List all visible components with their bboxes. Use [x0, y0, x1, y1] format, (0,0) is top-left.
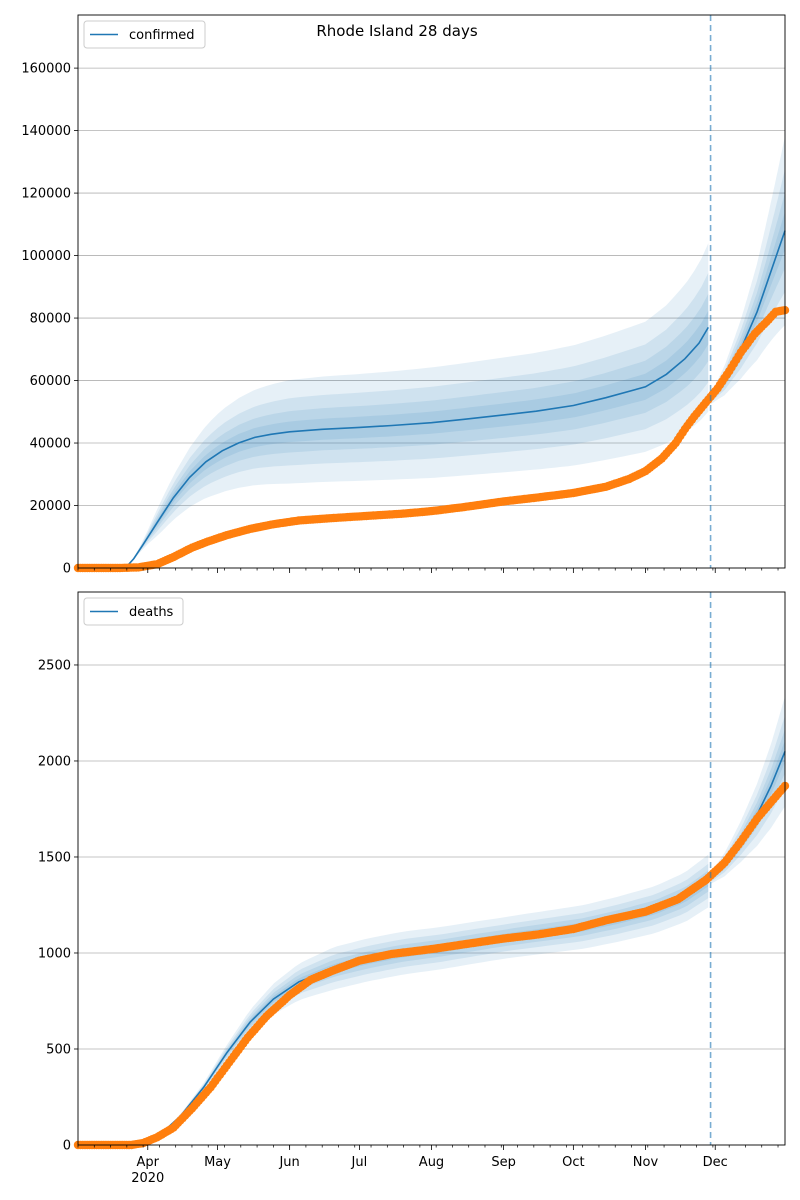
- y-tick-label: 0: [63, 1139, 71, 1154]
- y-tick-label: 20000: [30, 499, 71, 514]
- deaths-panel: 0 500 1000 1500 2000 2500 Apr May Jun Jul Aug Sep Oc…: [38, 591, 790, 1186]
- x-tick-label: May: [204, 1155, 231, 1170]
- uncertainty-band: [78, 272, 709, 568]
- legend-box: [83, 597, 184, 626]
- y-tick-label: 160000: [21, 62, 71, 77]
- legend: confirmed: [83, 20, 206, 49]
- y-tick-label: 40000: [30, 437, 71, 452]
- uncertainty-band: [78, 863, 709, 1145]
- legend-box: [83, 20, 206, 49]
- y-tick-label: 1000: [38, 946, 71, 961]
- x-tick-label: Jul: [351, 1155, 368, 1170]
- x-tick-label: Jun: [278, 1155, 299, 1170]
- uncertainty-band: [710, 192, 785, 402]
- x-axis: Apr May Jun Jul Aug Sep Oct Nov Dec 2020: [77, 1145, 779, 1186]
- x-tick-label: Oct: [562, 1155, 584, 1170]
- y-tick-label: 1500: [38, 850, 71, 865]
- x-tick-label: Dec: [703, 1155, 728, 1170]
- x-tick-label: Apr: [137, 1155, 160, 1170]
- uncertainty-band: [78, 293, 709, 568]
- y-tick-label: 80000: [30, 312, 71, 327]
- axes-frame: [77, 591, 786, 1146]
- uncertainty-band: [78, 854, 709, 1145]
- confirmed-panel: 0 20000 40000 60000 80000 100000 120000 140000 1…: [21, 14, 790, 577]
- x-tick-label: Nov: [633, 1155, 659, 1170]
- y-tick-label: 140000: [21, 124, 71, 139]
- x-axis: [77, 568, 779, 573]
- y-tick-label: 500: [46, 1042, 71, 1057]
- uncertainty-band: [710, 136, 785, 405]
- model-line: [78, 326, 709, 569]
- uncertainty-band: [710, 169, 785, 403]
- y-tick-label: 120000: [21, 187, 71, 202]
- uncertainty-band: [78, 243, 709, 568]
- y-tick-label: 60000: [30, 374, 71, 389]
- uncertainty-band: [78, 870, 709, 1145]
- observed-series: [73, 781, 790, 1150]
- x-tick-label: Sep: [491, 1155, 516, 1170]
- legend-label: confirmed: [129, 28, 195, 43]
- legend-label: deaths: [129, 605, 174, 620]
- x-year-label: 2020: [131, 1171, 164, 1186]
- x-tick-label: Aug: [419, 1155, 444, 1170]
- y-tick-label: 2000: [38, 754, 71, 769]
- y-tick-label: 100000: [21, 249, 71, 264]
- observed-series: [73, 306, 790, 573]
- legend: deaths: [83, 597, 184, 626]
- y-tick-label: 0: [63, 562, 71, 577]
- figure-title: Rhode Island 28 days: [316, 22, 477, 40]
- y-tick-label: 2500: [38, 658, 71, 673]
